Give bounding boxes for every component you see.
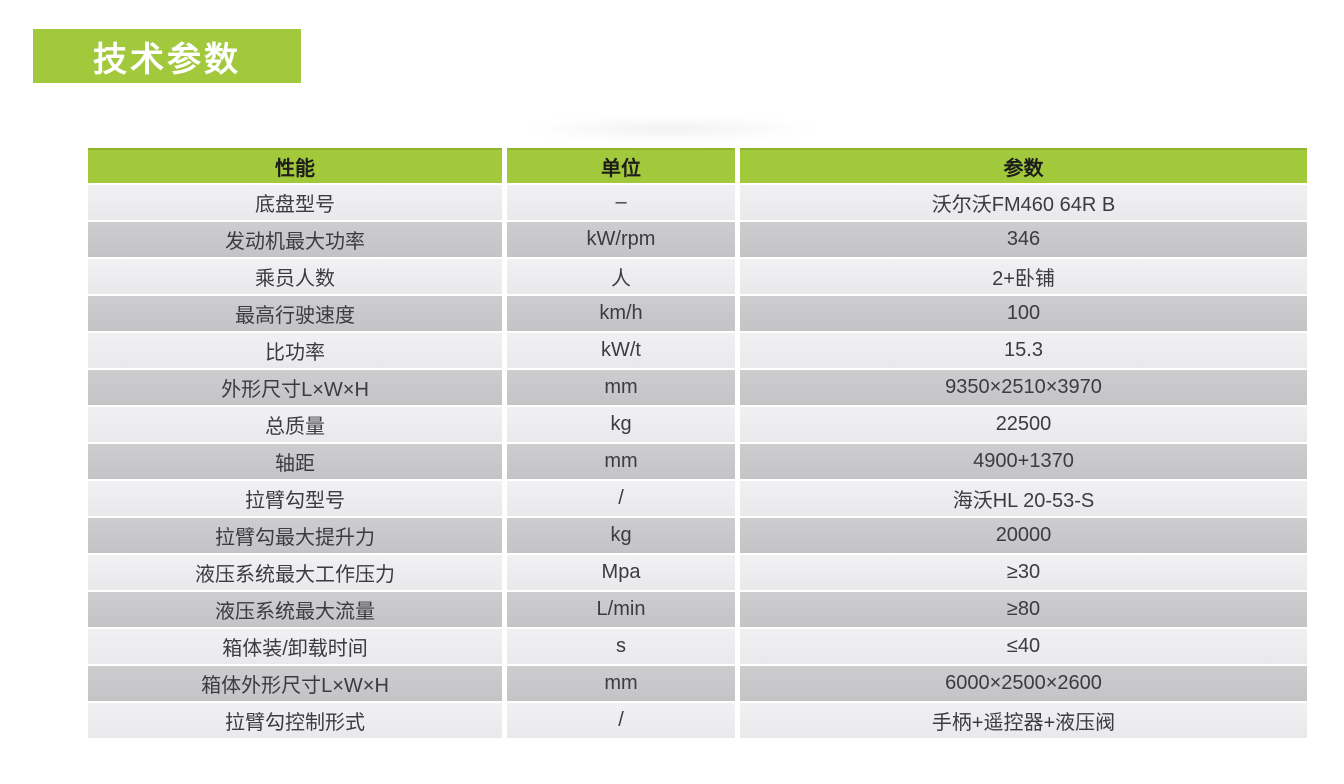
row-value: 100 — [740, 296, 1307, 331]
header-unit: 单位 — [507, 148, 735, 183]
page-title: 技术参数 — [93, 40, 241, 79]
row-value: 手柄+遥控器+液压阀 — [740, 703, 1307, 738]
row-unit: / — [507, 703, 735, 738]
table-row: 总质量 kg 22500 — [88, 407, 1307, 442]
row-unit: kW/rpm — [507, 222, 735, 257]
row-name: 轴距 — [88, 444, 502, 479]
row-name: 箱体装/卸载时间 — [88, 629, 502, 664]
row-value: 2+卧铺 — [740, 259, 1307, 294]
table-row: 箱体装/卸载时间 s ≤40 — [88, 629, 1307, 664]
table-row: 拉臂勾型号 / 海沃HL 20-53-S — [88, 481, 1307, 516]
header-performance: 性能 — [88, 148, 502, 183]
row-name: 拉臂勾控制形式 — [88, 703, 502, 738]
table-row: 拉臂勾控制形式 / 手柄+遥控器+液压阀 — [88, 703, 1307, 738]
row-unit: 人 — [507, 259, 735, 294]
row-unit: km/h — [507, 296, 735, 331]
row-value: 9350×2510×3970 — [740, 370, 1307, 405]
spec-table-header: 性能 单位 参数 — [88, 148, 1307, 183]
table-row: 最高行驶速度 km/h 100 — [88, 296, 1307, 331]
row-name: 箱体外形尺寸L×W×H — [88, 666, 502, 701]
table-row: 液压系统最大流量 L/min ≥80 — [88, 592, 1307, 627]
table-row: 发动机最大功率 kW/rpm 346 — [88, 222, 1307, 257]
page-title-badge: 技术参数 — [33, 29, 301, 83]
row-name: 拉臂勾最大提升力 — [88, 518, 502, 553]
row-unit: kg — [507, 518, 735, 553]
table-row: 拉臂勾最大提升力 kg 20000 — [88, 518, 1307, 553]
row-value: 海沃HL 20-53-S — [740, 481, 1307, 516]
row-value: 15.3 — [740, 333, 1307, 368]
table-row: 比功率 kW/t 15.3 — [88, 333, 1307, 368]
table-row: 液压系统最大工作压力 Mpa ≥30 — [88, 555, 1307, 590]
table-row: 轴距 mm 4900+1370 — [88, 444, 1307, 479]
row-name: 拉臂勾型号 — [88, 481, 502, 516]
row-value: 沃尔沃FM460 64R B — [740, 185, 1307, 220]
scan-shadow-artifact — [520, 116, 820, 142]
row-unit: – — [507, 185, 735, 220]
row-value: 22500 — [740, 407, 1307, 442]
row-name: 液压系统最大流量 — [88, 592, 502, 627]
row-name: 底盘型号 — [88, 185, 502, 220]
row-unit: kg — [507, 407, 735, 442]
row-name: 最高行驶速度 — [88, 296, 502, 331]
row-unit: s — [507, 629, 735, 664]
row-name: 外形尺寸L×W×H — [88, 370, 502, 405]
header-row: 性能 单位 参数 — [88, 148, 1307, 183]
spec-table: 性能 单位 参数 底盘型号 – 沃尔沃FM460 64R B 发动机最大功率 k… — [83, 146, 1312, 740]
row-value: 20000 — [740, 518, 1307, 553]
table-row: 外形尺寸L×W×H mm 9350×2510×3970 — [88, 370, 1307, 405]
table-row: 底盘型号 – 沃尔沃FM460 64R B — [88, 185, 1307, 220]
row-name: 乘员人数 — [88, 259, 502, 294]
row-unit: L/min — [507, 592, 735, 627]
row-value: 4900+1370 — [740, 444, 1307, 479]
row-value: ≥30 — [740, 555, 1307, 590]
table-row: 乘员人数 人 2+卧铺 — [88, 259, 1307, 294]
row-value: 6000×2500×2600 — [740, 666, 1307, 701]
header-parameter: 参数 — [740, 148, 1307, 183]
row-unit: Mpa — [507, 555, 735, 590]
row-name: 发动机最大功率 — [88, 222, 502, 257]
spec-table-body: 底盘型号 – 沃尔沃FM460 64R B 发动机最大功率 kW/rpm 346… — [88, 185, 1307, 738]
row-value: ≥80 — [740, 592, 1307, 627]
table-row: 箱体外形尺寸L×W×H mm 6000×2500×2600 — [88, 666, 1307, 701]
row-unit: mm — [507, 370, 735, 405]
row-unit: mm — [507, 666, 735, 701]
row-unit: kW/t — [507, 333, 735, 368]
row-value: ≤40 — [740, 629, 1307, 664]
row-unit: mm — [507, 444, 735, 479]
row-value: 346 — [740, 222, 1307, 257]
row-unit: / — [507, 481, 735, 516]
row-name: 总质量 — [88, 407, 502, 442]
row-name: 比功率 — [88, 333, 502, 368]
row-name: 液压系统最大工作压力 — [88, 555, 502, 590]
